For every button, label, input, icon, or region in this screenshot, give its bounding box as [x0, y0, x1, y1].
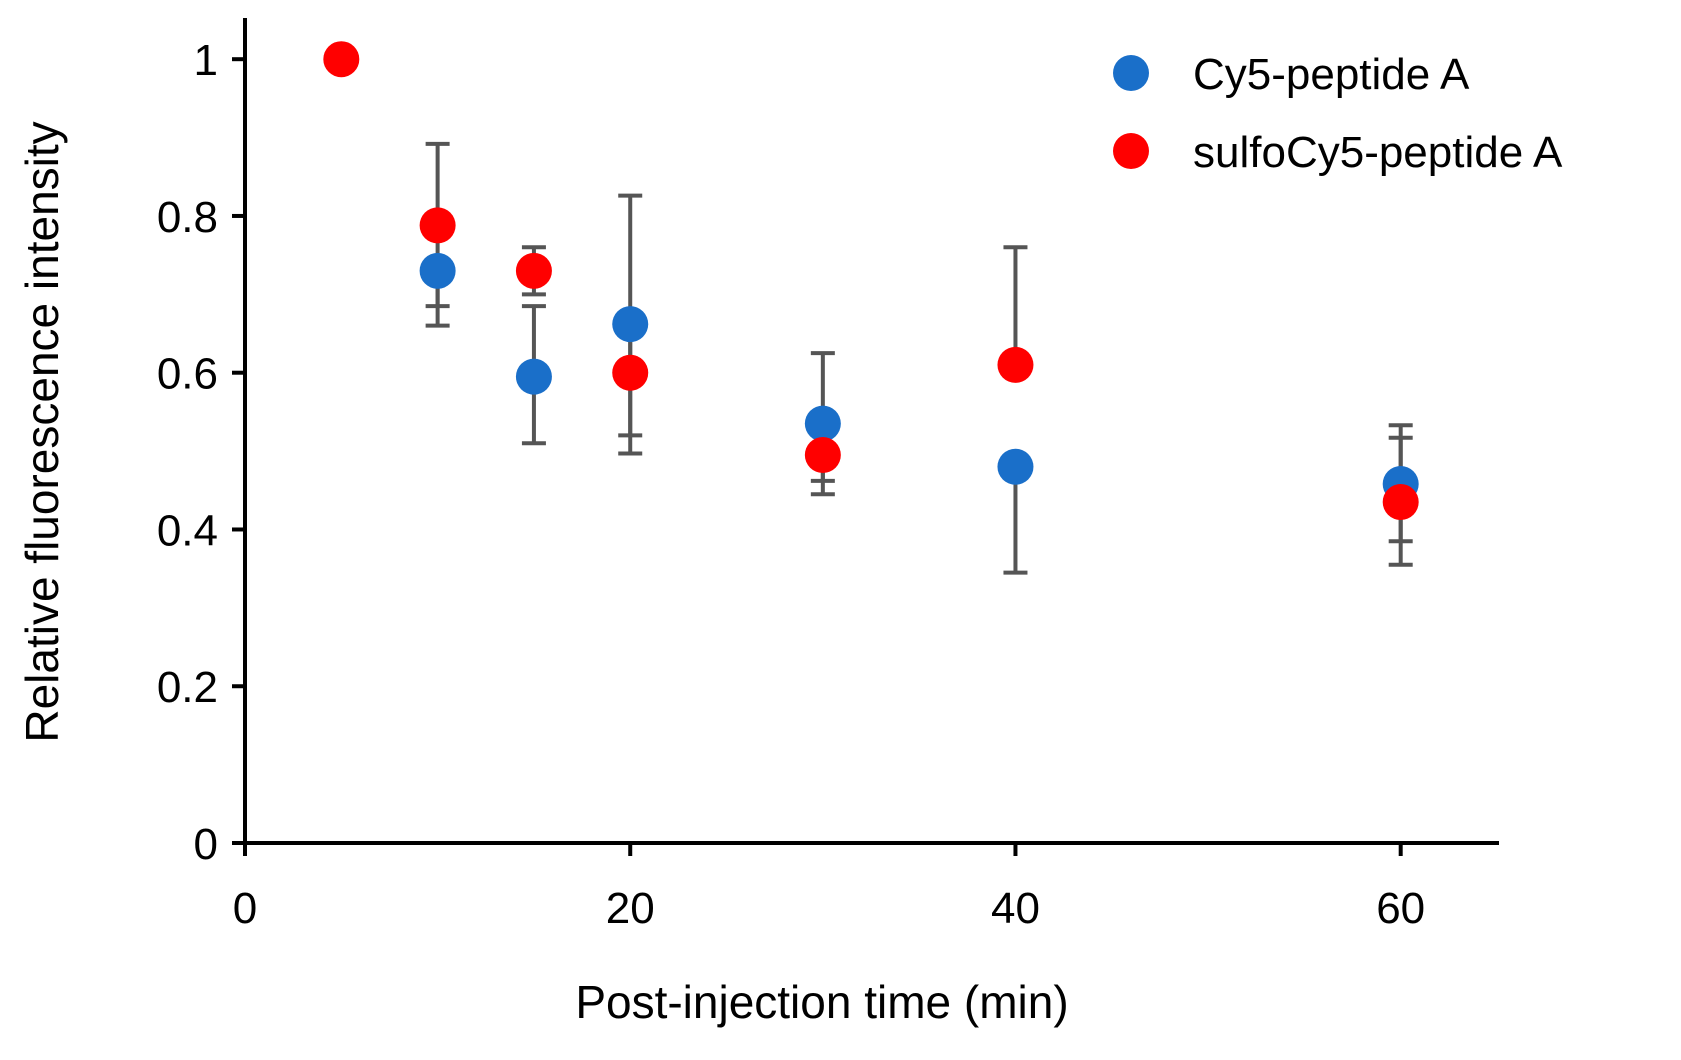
legend-marker-cy5-peptide-a [1113, 55, 1149, 91]
point-sulfocy5-peptide-a [612, 354, 649, 391]
point-sulfocy5-peptide-a [419, 207, 456, 244]
point-sulfocy5-peptide-a [515, 252, 552, 289]
x-tick-label: 0 [233, 884, 257, 933]
data-points [323, 41, 1419, 521]
y-tick-label: 0 [194, 820, 218, 869]
legend-label-sulfocy5-peptide-a: sulfoCy5-peptide A [1193, 128, 1563, 177]
x-tick-label: 40 [991, 884, 1040, 933]
legend-label-cy5-peptide-a: Cy5-peptide A [1193, 50, 1470, 99]
point-sulfocy5-peptide-a [1382, 484, 1419, 521]
point-cy5-peptide-a [612, 306, 649, 343]
y-tick-label: 0.6 [157, 350, 218, 399]
point-cy5-peptide-a [804, 405, 841, 442]
legend: Cy5-peptide A sulfoCy5-peptide A [1113, 50, 1563, 177]
point-cy5-peptide-a [997, 448, 1034, 485]
x-tick-label: 20 [606, 884, 655, 933]
y-tick-label: 0.2 [157, 663, 218, 712]
point-cy5-peptide-a [515, 358, 552, 395]
x-tick-label: 60 [1376, 884, 1425, 933]
point-sulfocy5-peptide-a [323, 41, 360, 78]
axes: 0 20 40 60 0 0.2 0.4 0.6 0.8 1 [157, 18, 1499, 933]
legend-marker-sulfocy5-peptide-a [1113, 133, 1149, 169]
point-sulfocy5-peptide-a [997, 346, 1034, 383]
point-cy5-peptide-a [419, 252, 456, 289]
y-axis-title: Relative fluorescence intensity [16, 121, 68, 742]
point-sulfocy5-peptide-a [804, 437, 841, 474]
error-bars [425, 141, 1413, 575]
y-tick-label: 0.4 [157, 506, 218, 555]
y-tick-label: 1 [194, 36, 218, 85]
x-axis-title: Post-injection time (min) [575, 976, 1068, 1028]
y-tick-label: 0.8 [157, 193, 218, 242]
